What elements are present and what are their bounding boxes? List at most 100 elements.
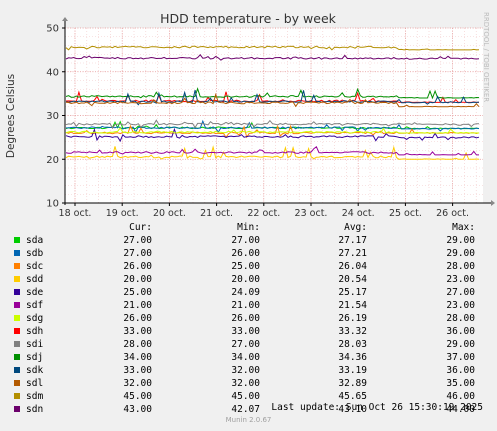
legend-swatch [14, 315, 20, 321]
legend-swatch [14, 406, 20, 412]
x-axis-arrow [491, 200, 495, 206]
legend-series-name: sdc [26, 261, 44, 272]
legend-header: Cur: Min: Avg: Max: [0, 222, 497, 234]
legend-min-value: 32.00 [231, 378, 260, 389]
legend-rows: sda 27.00 27.00 27.17 29.00 sdb 27.00 26.00 27.2… [0, 234, 497, 416]
legend-avg-value: 25.17 [338, 287, 367, 298]
series-line-sdc [65, 124, 480, 139]
legend-max-value: 46.00 [446, 391, 475, 402]
legend-max-value: 29.00 [446, 339, 475, 350]
x-tick-label: 24 oct. [342, 208, 375, 219]
x-tick-label: 19 oct. [106, 208, 139, 219]
legend-swatch [14, 393, 20, 399]
y-tick-label: 40 [46, 67, 59, 78]
rrdtool-watermark: RRDTOOL / TOBI OETIKER [482, 12, 490, 102]
y-axis-arrow [62, 17, 68, 21]
legend-cur-value: 32.00 [123, 378, 152, 389]
legend-cur-value: 33.00 [123, 365, 152, 376]
legend-avg-value: 33.19 [338, 365, 367, 376]
legend-swatch [14, 380, 20, 386]
legend-min-value: 33.00 [231, 326, 260, 337]
legend-swatch [14, 250, 20, 256]
legend-swatch [14, 302, 20, 308]
legend-cur-value: 43.00 [123, 404, 152, 415]
legend-avg-value: 28.03 [338, 339, 367, 350]
legend-header-min: Min: [237, 222, 260, 233]
legend-row-sdi: sdi 28.00 27.00 28.03 29.00 [0, 338, 497, 351]
legend-min-value: 42.07 [231, 404, 260, 415]
y-tick-label: 50 [46, 24, 59, 35]
legend-max-value: 29.00 [446, 248, 475, 259]
legend-min-value: 34.00 [231, 352, 260, 363]
legend-series-name: sdb [26, 248, 44, 259]
legend-avg-value: 33.32 [338, 326, 367, 337]
chart: 10 20 30 40 50 18 oct. 19 oct. 20 oct. 21 oct. 22… [5, 11, 495, 219]
legend-row-sdd: sdd 20.00 20.00 20.54 23.00 [0, 273, 497, 286]
legend-avg-value: 27.17 [338, 235, 367, 246]
legend-max-value: 36.00 [446, 326, 475, 337]
legend-header-avg: Avg: [344, 222, 367, 233]
legend-min-value: 27.00 [231, 235, 260, 246]
legend-cur-value: 26.00 [123, 313, 152, 324]
series-line-sdf [65, 146, 479, 156]
legend-series-name: sda [26, 235, 44, 246]
legend-row-sdc: sdc 26.00 25.00 26.04 28.00 [0, 260, 497, 273]
legend-cur-value: 25.00 [123, 287, 152, 298]
munin-version: Munin 2.0.67 [225, 416, 272, 424]
legend-row-sdk: sdk 33.00 32.00 33.19 36.00 [0, 364, 497, 377]
legend-max-value: 23.00 [446, 300, 475, 311]
legend-min-value: 26.00 [231, 248, 260, 259]
legend-cur-value: 28.00 [123, 339, 152, 350]
legend-avg-value: 20.54 [338, 274, 367, 285]
x-tick-label: 23 oct. [295, 208, 328, 219]
legend-min-value: 27.00 [231, 339, 260, 350]
x-tick-label: 26 oct. [436, 208, 469, 219]
x-tick-label: 22 oct. [247, 208, 280, 219]
legend-series-name: sdf [26, 300, 44, 311]
legend: Cur: Min: Avg: Max: sda 27.00 27.00 27.17 29… [0, 222, 497, 416]
legend-row-sdj: sdj 34.00 34.00 34.36 37.00 [0, 351, 497, 364]
y-tick-label: 10 [46, 199, 59, 210]
legend-row-sda: sda 27.00 27.00 27.17 29.00 [0, 234, 497, 247]
legend-cur-value: 33.00 [123, 326, 152, 337]
y-axis-label: Degrees Celsius [5, 74, 17, 158]
legend-avg-value: 45.65 [338, 391, 367, 402]
legend-row-sde: sde 25.00 24.09 25.17 27.00 [0, 286, 497, 299]
legend-row-sdl: sdl 32.00 32.00 32.89 35.00 [0, 377, 497, 390]
axes: 10 20 30 40 50 18 oct. 19 oct. 20 oct. 21 oct. 22… [46, 17, 495, 219]
legend-swatch [14, 341, 20, 347]
legend-min-value: 26.00 [231, 313, 260, 324]
legend-max-value: 23.00 [446, 274, 475, 285]
series-line-sdn [65, 54, 480, 61]
legend-min-value: 20.00 [231, 274, 260, 285]
legend-cur-value: 45.00 [123, 391, 152, 402]
legend-swatch [14, 237, 20, 243]
series-layer [65, 45, 480, 160]
legend-max-value: 36.00 [446, 365, 475, 376]
legend-header-cur: Cur: [129, 222, 152, 233]
series-line-sdb [66, 119, 480, 134]
legend-swatch [14, 367, 20, 373]
legend-max-value: 37.00 [446, 352, 475, 363]
legend-header-max: Max: [452, 222, 475, 233]
legend-series-name: sdk [26, 365, 44, 376]
legend-min-value: 24.09 [231, 287, 260, 298]
legend-series-name: sdm [26, 391, 44, 402]
legend-max-value: 35.00 [446, 378, 475, 389]
legend-max-value: 28.00 [446, 261, 475, 272]
legend-min-value: 25.00 [231, 261, 260, 272]
legend-swatch [14, 276, 20, 282]
x-tick-label: 18 oct. [59, 208, 92, 219]
series-line-sdm [65, 45, 480, 51]
y-tick-label: 30 [46, 111, 59, 122]
series-line-sde [65, 127, 480, 143]
series-line-sdk [65, 89, 480, 106]
x-tick-label: 21 oct. [200, 208, 233, 219]
legend-swatch [14, 263, 20, 269]
legend-max-value: 44.00 [446, 404, 475, 415]
legend-avg-value: 32.89 [338, 378, 367, 389]
legend-series-name: sdh [26, 326, 44, 337]
series-line-sdg [65, 126, 480, 134]
legend-swatch [14, 289, 20, 295]
legend-row-sdf: sdf 21.00 21.00 21.54 23.00 [0, 299, 497, 312]
